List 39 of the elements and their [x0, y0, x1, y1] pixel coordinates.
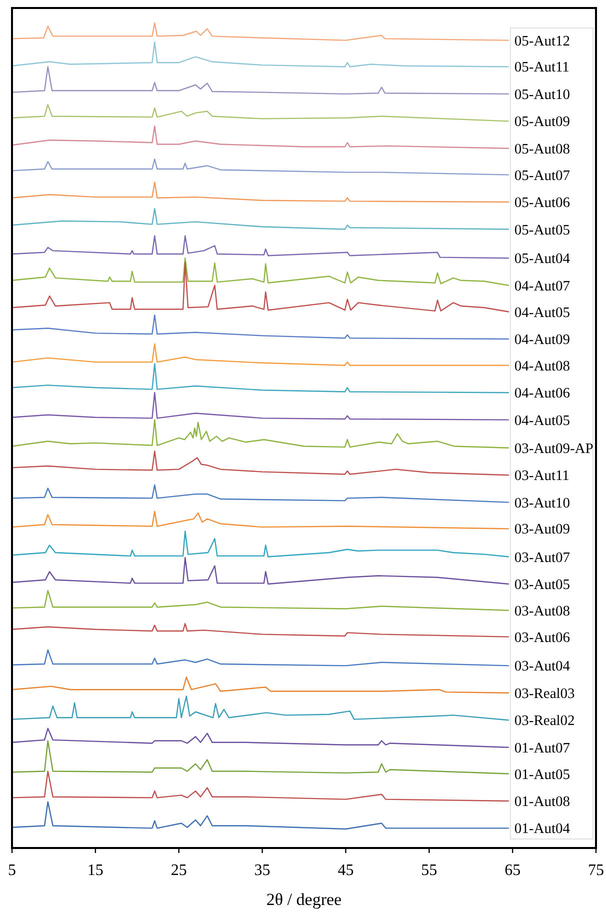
- x-tick-label: 45: [338, 862, 354, 879]
- x-tick-label: 75: [588, 862, 604, 879]
- series-label: 05-Aut12: [514, 33, 570, 50]
- series-label: 03-Aut04: [514, 658, 571, 675]
- series-label: 03-Aut06: [514, 630, 570, 646]
- x-tick-label: 55: [421, 862, 438, 879]
- series-label: 04-Aut07: [514, 278, 570, 294]
- series-label: 01-Aut04: [514, 821, 571, 838]
- series-label: 03-Real03: [514, 686, 575, 702]
- series-label: 04-Aut08: [514, 358, 570, 374]
- series-label: 04-Aut06: [514, 386, 570, 402]
- series-label: 01-Aut08: [514, 794, 570, 810]
- series-label: 04-Aut05: [514, 304, 570, 321]
- series-label: 03-Aut08: [514, 603, 570, 620]
- x-axis-title: 2θ / degree: [266, 890, 342, 909]
- series-label: 05-Aut09: [514, 114, 570, 130]
- x-tick-label: 5: [8, 862, 16, 879]
- series-label: 04-Aut05: [514, 412, 570, 429]
- series-label: 05-Aut05: [514, 222, 570, 238]
- series-label: 03-Aut09: [514, 522, 570, 538]
- series-label: 04-Aut09: [514, 332, 570, 348]
- x-tick-label: 15: [87, 862, 104, 879]
- x-tick-label: 65: [504, 862, 521, 879]
- series-label: 03-Aut11: [514, 468, 570, 484]
- series-label: 01-Aut05: [514, 766, 570, 783]
- series-label: 05-Aut11: [514, 60, 570, 76]
- series-label: 05-Aut07: [514, 168, 570, 184]
- series-label: 03-Real02: [514, 713, 575, 730]
- x-tick-label: 25: [170, 862, 187, 879]
- series-label: 05-Aut06: [514, 195, 570, 212]
- series-label: 01-Aut07: [514, 740, 570, 756]
- series-label: 05-Aut10: [514, 86, 570, 103]
- series-label: 05-Aut04: [514, 251, 571, 268]
- series-label: 03-Aut09-AP: [514, 440, 594, 457]
- series-label: 05-Aut08: [514, 141, 570, 158]
- series-label: 03-Aut10: [514, 495, 570, 512]
- x-tick-label: 35: [254, 862, 270, 879]
- series-label: 03-Aut07: [514, 550, 570, 566]
- series-label: 03-Aut05: [514, 577, 570, 593]
